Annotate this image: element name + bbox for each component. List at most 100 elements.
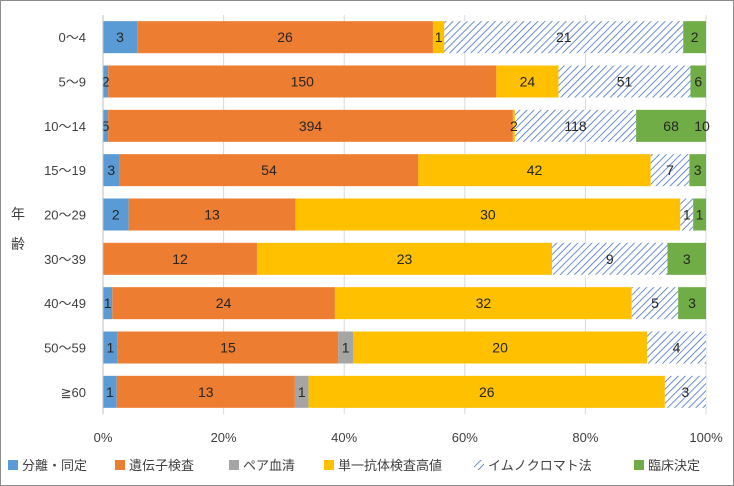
- category-axis: 0〜4 5〜9 10〜14 15〜19 20〜29 30〜39 40〜49 50〜59 ≧60: [44, 15, 104, 414]
- data-label: 9: [606, 251, 614, 267]
- data-label: 1: [683, 207, 691, 223]
- category-label: 50〜59: [44, 341, 86, 356]
- data-label: 10: [694, 118, 710, 134]
- bar-segment: [552, 242, 668, 275]
- bar-segment: [103, 109, 109, 142]
- bar-segment: [128, 198, 296, 231]
- bar-segment: [334, 287, 632, 320]
- bar-segment: [256, 242, 553, 275]
- bar-segment: [112, 287, 335, 320]
- bar-segment: [103, 331, 118, 364]
- legend-swatch: [229, 460, 239, 470]
- legend-label: イムノクロマト法: [488, 458, 592, 473]
- category-label: ≧60: [61, 385, 86, 400]
- legend-swatch: [115, 460, 125, 470]
- bar-segment: [308, 375, 665, 408]
- legend-label: ペア血清: [243, 458, 295, 473]
- bar-segment: [512, 109, 515, 142]
- data-label: 24: [520, 74, 536, 90]
- x-tick-label: 40%: [331, 430, 357, 445]
- data-label: 26: [277, 29, 293, 45]
- category-label: 0〜4: [59, 30, 86, 45]
- data-label: 15: [220, 340, 236, 356]
- data-label: 3: [107, 162, 115, 178]
- bar-segment: [636, 109, 706, 142]
- x-tick-label: 20%: [211, 430, 237, 445]
- data-label: 20: [492, 340, 508, 356]
- bar-segment: [103, 21, 138, 54]
- data-label: 1: [298, 384, 306, 400]
- bar-segment: [444, 21, 684, 54]
- bar-segment: [678, 287, 706, 320]
- legend-swatch: [324, 460, 334, 470]
- bar-segment: [117, 331, 339, 364]
- x-tick-label: 0%: [94, 430, 113, 445]
- bar-segment: [693, 198, 706, 231]
- bar-segment: [558, 65, 691, 98]
- category-label: 10〜14: [44, 119, 86, 134]
- data-label: 2: [691, 29, 699, 45]
- data-label: 3: [688, 295, 696, 311]
- bar-segment: [353, 331, 648, 364]
- category-label: 40〜49: [44, 296, 86, 311]
- data-label: 3: [694, 162, 702, 178]
- bar-segment: [514, 109, 637, 142]
- data-label: 1: [106, 384, 114, 400]
- bar-segment: [294, 375, 309, 408]
- bar-segment: [418, 154, 651, 187]
- bar-segment: [103, 65, 109, 98]
- bar-segment: [116, 375, 295, 408]
- x-axis-ticks: 0% 20% 40% 60% 80% 100%: [94, 430, 723, 445]
- bar-segment: [690, 65, 706, 98]
- data-label: 4: [673, 340, 681, 356]
- bar-segment: [664, 375, 706, 408]
- data-label: 1: [106, 340, 114, 356]
- legend: 分離・同定 遺伝子検査 ペア血清 単一抗体検査高値 イムノクロマト法 臨床決定: [8, 458, 700, 473]
- bar-segment: [137, 21, 433, 54]
- data-label: 26: [479, 384, 495, 400]
- bar-segment: [103, 198, 129, 231]
- category-label: 20〜29: [44, 208, 86, 223]
- data-label: 1: [435, 29, 443, 45]
- legend-label: 臨床決定: [648, 458, 700, 473]
- bar-segment: [103, 375, 117, 408]
- bar-segment: [108, 65, 497, 98]
- bar-segment: [683, 21, 706, 54]
- data-label: 150: [291, 74, 315, 90]
- legend-swatch: [634, 460, 644, 470]
- data-label: 5: [651, 295, 659, 311]
- category-label: 30〜39: [44, 252, 86, 267]
- legend-swatch: [8, 460, 18, 470]
- data-label: 3: [682, 384, 690, 400]
- bar-segment: [432, 21, 445, 54]
- data-label: 2: [102, 74, 110, 90]
- data-label: 51: [617, 74, 633, 90]
- bar-segment: [103, 154, 120, 187]
- bar-segment: [496, 65, 559, 98]
- data-label: 2: [510, 118, 518, 134]
- data-label: 21: [556, 29, 572, 45]
- bar-segment: [689, 154, 706, 187]
- x-tick-label: 100%: [689, 430, 723, 445]
- data-label: 32: [476, 295, 492, 311]
- bar-segment: [295, 198, 681, 231]
- legend-label: 遺伝子検査: [129, 458, 194, 473]
- bar-segment: [108, 109, 513, 142]
- x-tick-label: 80%: [572, 430, 598, 445]
- bar-segment: [338, 331, 354, 364]
- y-axis-label: 年齢: [11, 206, 25, 252]
- data-label: 7: [666, 162, 674, 178]
- data-label: 3: [683, 251, 691, 267]
- bar-segment: [631, 287, 679, 320]
- data-label: 30: [480, 207, 496, 223]
- segment-labels: 3 26 1 21 22 150 24 51 65 394 2 118 68 103 54 42 7 32 13 30…: [102, 29, 710, 400]
- bar-segment: [667, 242, 706, 275]
- data-label: 1: [104, 295, 112, 311]
- category-label: 15〜19: [44, 163, 86, 178]
- data-label: 23: [397, 251, 413, 267]
- bar-segment: [119, 154, 419, 187]
- legend-label: 単一抗体検査高値: [338, 458, 442, 473]
- bar-segment: [650, 154, 690, 187]
- data-label: 1: [342, 340, 350, 356]
